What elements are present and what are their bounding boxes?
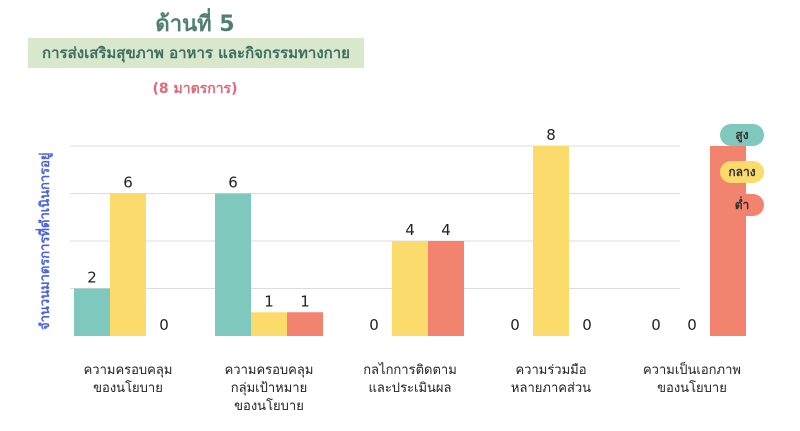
x-tick-line: และประเมินผล — [368, 381, 452, 396]
bar-medium — [251, 312, 287, 336]
subtitle-text: การส่งเสริมสุขภาพ อาหาร และกิจกรรมทางกาย — [42, 44, 350, 62]
data-label: 1 — [300, 292, 310, 310]
legend-label-medium: กลาง — [728, 164, 756, 179]
x-tick-line: ของนโยบาย — [657, 381, 727, 396]
data-label: 0 — [582, 316, 592, 334]
measure-count-note: (8 มาตรการ) — [152, 81, 238, 97]
data-label: 0 — [651, 316, 661, 334]
x-tick-label: ความเป็นเอกภาพของนโยบาย — [617, 362, 767, 398]
data-label: 4 — [441, 221, 451, 239]
data-label: 6 — [228, 174, 238, 192]
data-label: 0 — [369, 316, 379, 334]
x-tick-line: ความครอบคลุม — [224, 363, 314, 378]
x-tick-line: ความเป็นเอกภาพ — [642, 363, 741, 378]
x-tick-line: กลุ่มเป้าหมาย — [230, 381, 308, 396]
bar-low — [287, 312, 323, 336]
x-tick-line: ของนโยบาย — [93, 381, 163, 396]
x-tick-line: ความครอบคลุม — [83, 363, 173, 378]
data-label: 4 — [405, 221, 415, 239]
data-label: 8 — [546, 126, 556, 144]
x-tick-label: ความร่วมมือหลายภาคส่วน — [476, 362, 626, 398]
bar-low — [428, 241, 464, 336]
data-label: 0 — [159, 316, 169, 334]
legend-item-high: สูง — [720, 124, 764, 146]
x-tick-line: หลายภาคส่วน — [510, 381, 592, 396]
x-tick-label: กลไกการติดตามและประเมินผล — [335, 362, 485, 398]
x-tick-label: ความครอบคลุมกลุ่มเป้าหมายของนโยบาย — [194, 362, 344, 416]
bar-medium — [392, 241, 428, 336]
x-tick-line: กลไกการติดตาม — [363, 363, 457, 378]
data-label: 1 — [264, 292, 274, 310]
bar-high — [74, 288, 110, 336]
x-tick-line: ความร่วมมือ — [515, 363, 587, 378]
bar-high — [215, 193, 251, 336]
subtitle-banner: การส่งเสริมสุขภาพ อาหาร และกิจกรรมทางกาย — [28, 38, 364, 68]
page-title: ด้านที่ 5 — [155, 12, 235, 37]
legend-item-medium: กลาง — [720, 161, 764, 183]
data-label: 0 — [687, 316, 697, 334]
data-label: 0 — [510, 316, 520, 334]
data-label: 2 — [87, 269, 97, 287]
legend-label-low: ต่ำ — [734, 197, 750, 212]
x-tick-label: ความครอบคลุมของนโยบาย — [53, 362, 203, 398]
bar-medium — [533, 146, 569, 336]
x-tick-line: ของนโยบาย — [234, 399, 304, 414]
legend-label-high: สูง — [735, 127, 749, 142]
data-label: 6 — [123, 174, 133, 192]
legend-item-low: ต่ำ — [720, 194, 764, 216]
bar-medium — [110, 193, 146, 336]
